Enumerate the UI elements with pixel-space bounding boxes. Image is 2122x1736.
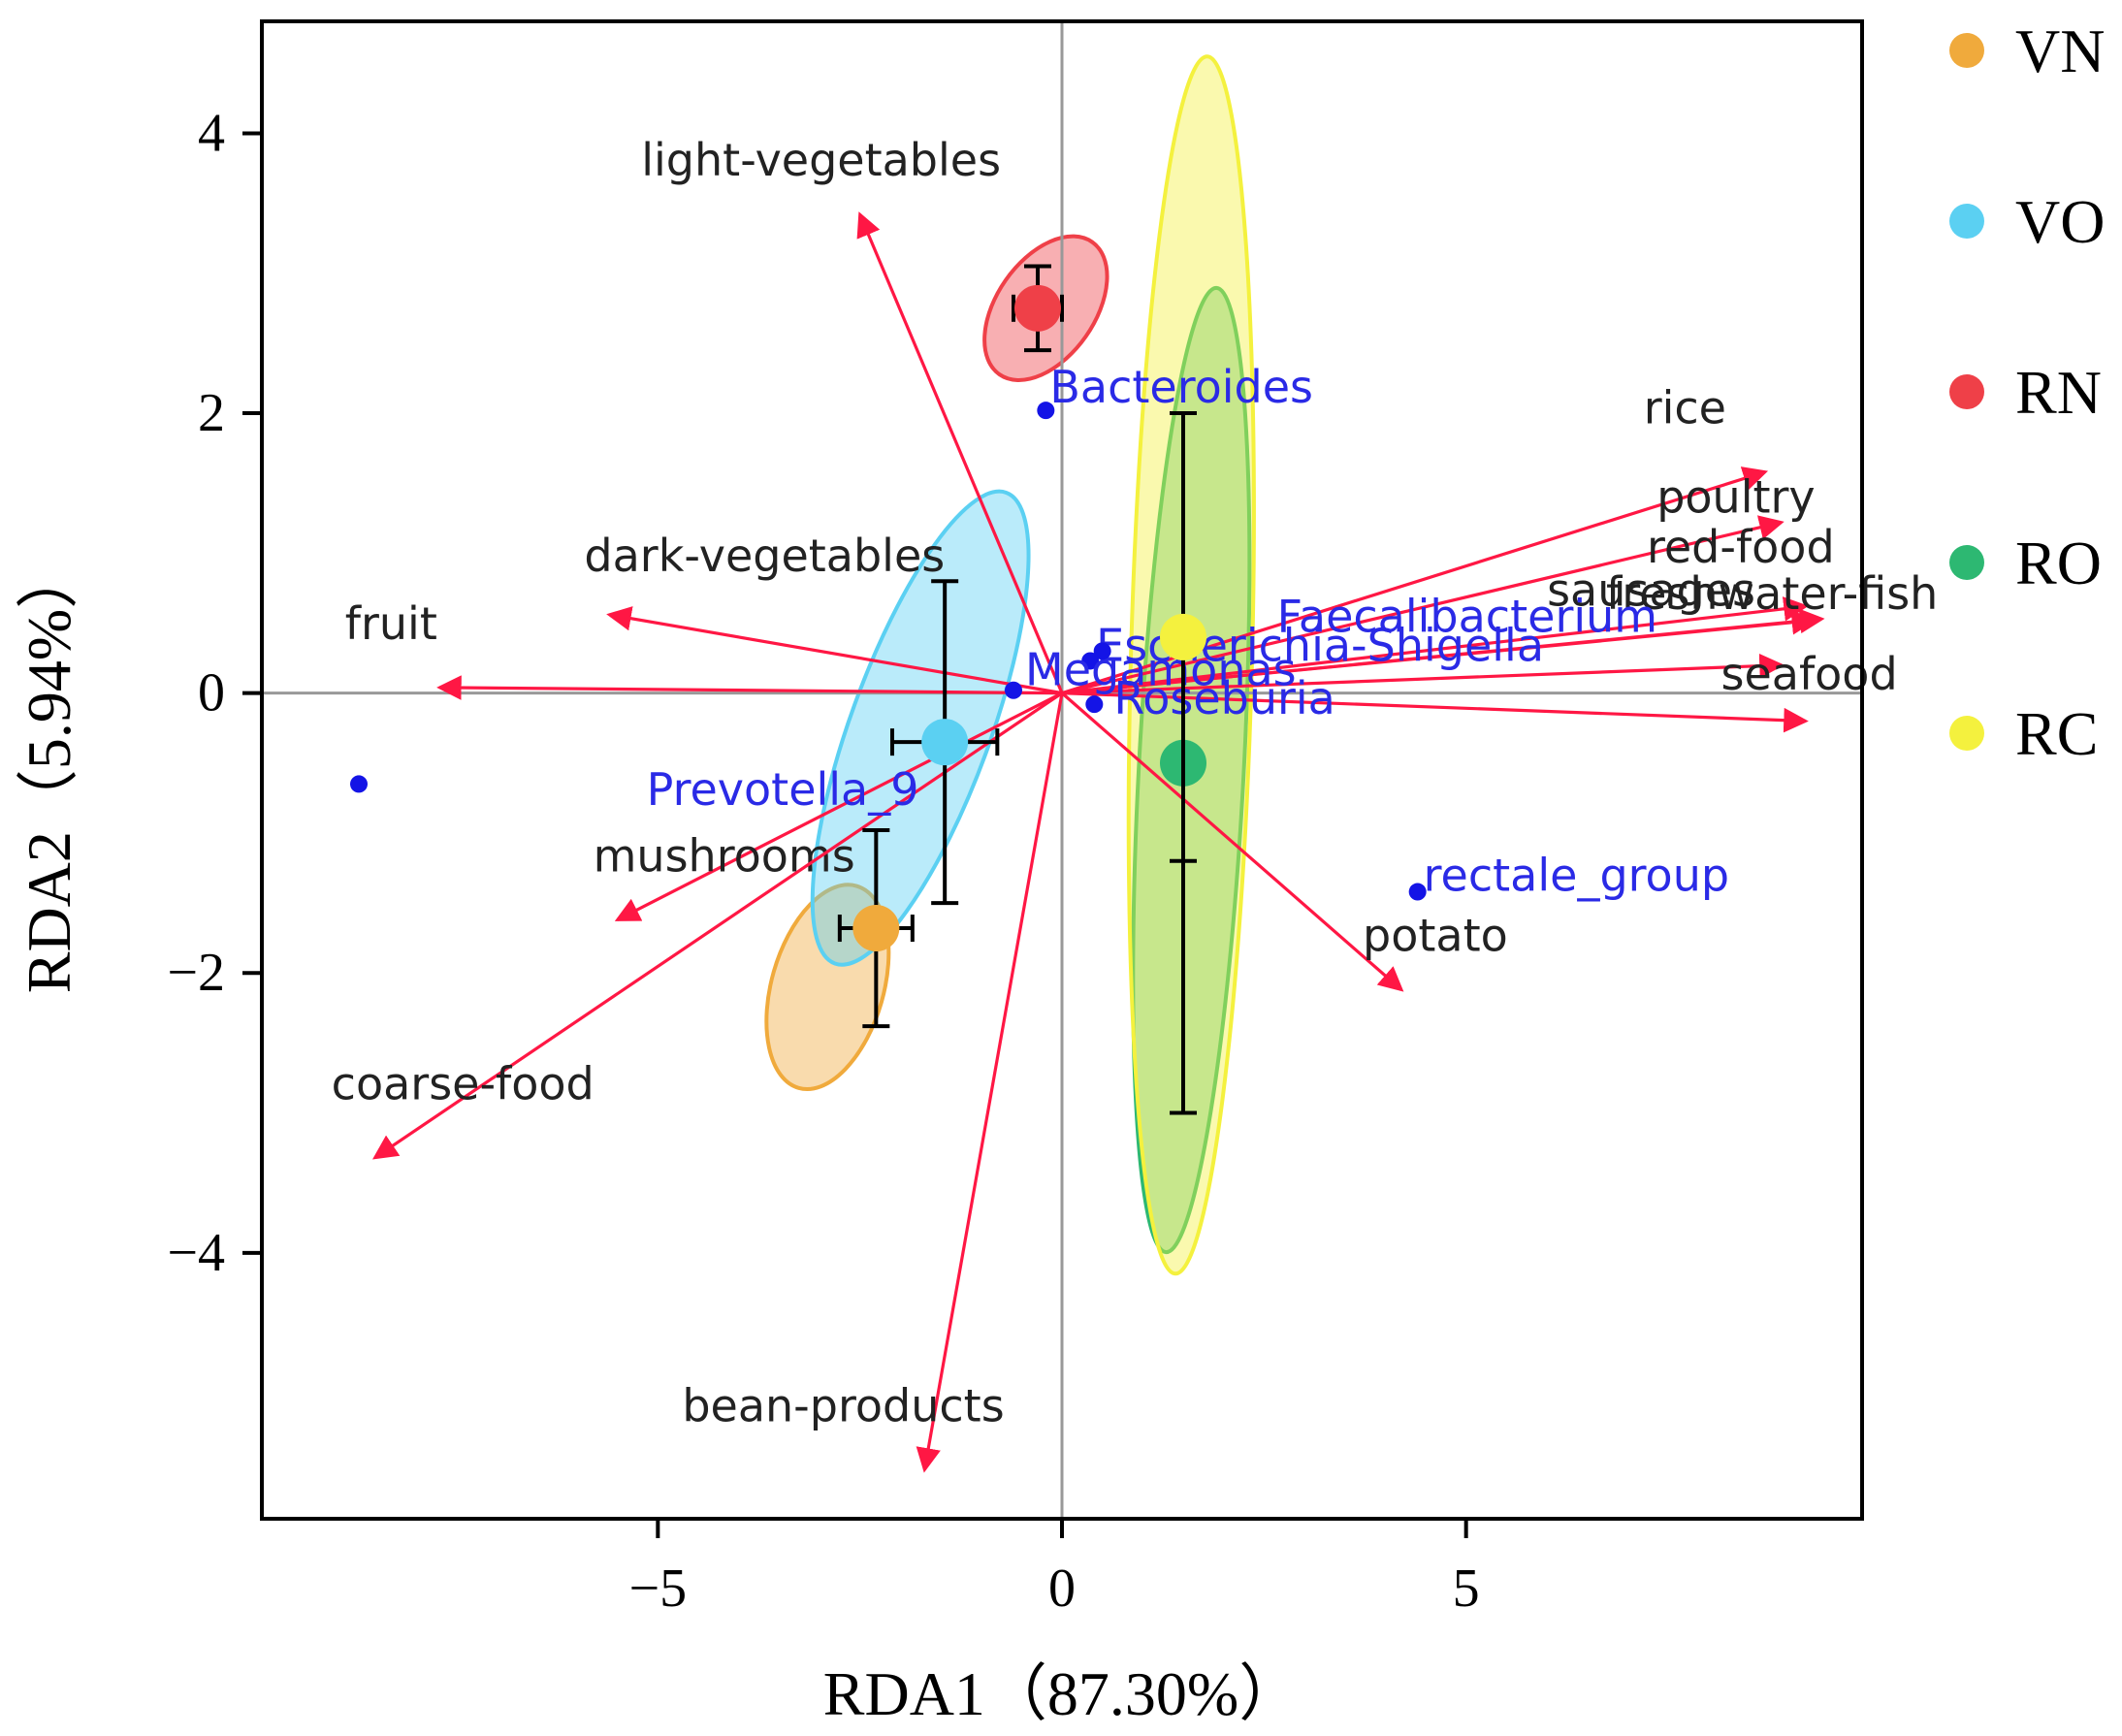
vector-label-bean-products: bean-products xyxy=(682,1379,1004,1431)
x-tick-label-0: 0 xyxy=(1048,1559,1076,1619)
x-tick-label-5: 5 xyxy=(1453,1559,1480,1619)
vector-dark-vegetables xyxy=(606,606,1063,695)
y-tick-label-2: −2 xyxy=(167,943,225,1003)
centroid-marker-rn xyxy=(1014,284,1061,332)
y-tick-label-4: 4 xyxy=(198,103,225,163)
vector-label-rice: rice xyxy=(1644,382,1726,434)
taxa-label-roseburia: Roseburia xyxy=(1113,672,1335,724)
food-vectors: light-vegetables dark-vegetables fruit mush… xyxy=(332,134,1938,1473)
vector-bean-products xyxy=(916,692,1064,1473)
taxa-point-escherichia-shigella xyxy=(1081,652,1100,670)
taxa-label-bacteroides: Bacteroides xyxy=(1049,361,1313,413)
taxa-point-unlabeled-7 xyxy=(350,775,368,793)
vector-mushrooms xyxy=(614,691,1063,921)
legend-marker-ro xyxy=(1949,545,1984,580)
vector-label-poultry: poultry xyxy=(1656,471,1815,524)
y-axis-title: RDA2（5.94%） xyxy=(15,547,83,993)
vector-coarse-food xyxy=(372,691,1063,1160)
taxa-point-rectale-group xyxy=(1408,883,1427,901)
legend-marker-rn xyxy=(1949,374,1984,409)
vector-label-coarse-food: coarse-food xyxy=(332,1058,595,1110)
centroid-rc xyxy=(1160,411,1206,863)
vector-label-red-food: red-food xyxy=(1647,521,1835,573)
x-tick-label-5: −5 xyxy=(629,1559,688,1619)
taxa-point-roseburia xyxy=(1085,695,1104,714)
vector-label-potato: potato xyxy=(1363,910,1508,962)
taxa-point-megamonas xyxy=(1005,681,1022,699)
legend-item-rn: RN xyxy=(1949,358,2102,427)
legend-marker-vo xyxy=(1949,204,1984,239)
centroid-vn xyxy=(837,828,915,1029)
taxa-points: BacteroidesEscherichia-ShigellaFaecaliba… xyxy=(350,361,1729,902)
vector-eggs xyxy=(1061,691,1809,733)
ellipse-vo xyxy=(810,489,1031,967)
vector-label-seafood: seafood xyxy=(1721,648,1898,700)
taxa-label-prevotella-9: Prevotella_9 xyxy=(647,763,919,816)
legend-item-vn: VN xyxy=(1949,16,2105,85)
centroid-marker-vo xyxy=(921,719,969,766)
centroid-rn xyxy=(1012,264,1064,353)
taxa-label-rectale-group: rectale_group xyxy=(1424,850,1729,902)
legend-label-vo: VO xyxy=(2015,187,2105,256)
x-axis-title: RDA1（87.30%） xyxy=(823,1659,1301,1728)
legend-label-rc: RC xyxy=(2015,699,2098,768)
centroid-marker-vn xyxy=(852,905,900,952)
zero-lines xyxy=(262,21,1862,1519)
taxa-label-megamonas: Megamonas xyxy=(1025,644,1297,696)
vector-red-food xyxy=(1061,596,1809,695)
legend-label-rn: RN xyxy=(2015,358,2102,427)
group-centroids xyxy=(837,264,1206,1115)
taxa-point-faecalibacterium xyxy=(1093,642,1111,660)
legend-label-vn: VN xyxy=(2015,16,2105,85)
vector-potato xyxy=(1060,691,1404,992)
vector-label-sausages: sausages xyxy=(1547,564,1755,617)
vector-freshwater-fish xyxy=(1061,608,1825,695)
legend: VN VO RN RO RC xyxy=(1949,16,2105,768)
vector-label-light-vegetables: light-vegetables xyxy=(641,134,1001,186)
centroid-vo xyxy=(890,579,1000,906)
y-tick-label-2: 2 xyxy=(198,383,225,443)
y-tick-label-0: 0 xyxy=(198,663,225,723)
centroid-marker-rc xyxy=(1160,613,1206,660)
taxa-point-bacteroides xyxy=(1037,402,1055,420)
vector-label-freshwater-fish: freshwater-fish xyxy=(1606,567,1938,620)
vector-light-vegetables xyxy=(856,211,1064,694)
vector-label-fruit: fruit xyxy=(345,597,437,650)
vector-label-dark-vegetables: dark-vegetables xyxy=(584,530,945,582)
legend-marker-rc xyxy=(1949,716,1984,751)
legend-marker-vn xyxy=(1949,33,1984,68)
legend-item-ro: RO xyxy=(1949,529,2102,597)
taxa-label-faecalibacterium: Faecalibacterium xyxy=(1277,590,1657,642)
axis-ticks: −5 0 5 4 2 0 −2 −4 xyxy=(167,103,1479,1619)
y-tick-label-4: −4 xyxy=(167,1223,225,1283)
legend-item-rc: RC xyxy=(1949,699,2098,768)
legend-label-ro: RO xyxy=(2015,529,2102,597)
vector-label-mushrooms: mushrooms xyxy=(594,829,855,882)
vector-fruit xyxy=(436,675,1063,700)
legend-item-vo: VO xyxy=(1949,187,2105,256)
ellipse-rc xyxy=(1126,54,1256,1276)
